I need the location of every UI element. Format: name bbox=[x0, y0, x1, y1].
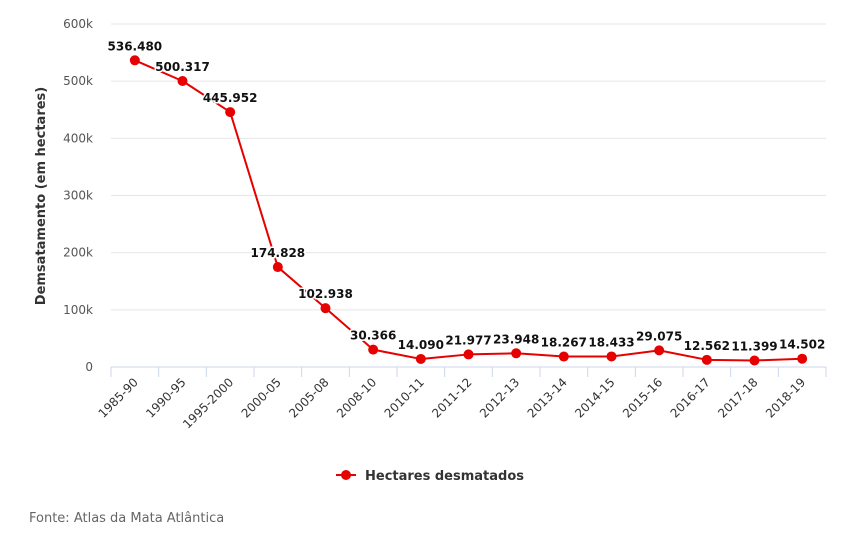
data-point[interactable] bbox=[225, 107, 236, 118]
data-label: 536.480 bbox=[108, 39, 163, 53]
y-tick-label: 400k bbox=[63, 131, 93, 145]
data-label: 102.938 bbox=[298, 287, 353, 301]
source-caption: Fonte: Atlas da Mata Atlântica bbox=[29, 511, 225, 526]
data-label: 445.952 bbox=[203, 91, 258, 105]
x-tick-label: 2005-08 bbox=[286, 375, 331, 420]
data-point[interactable] bbox=[320, 303, 331, 314]
data-label: 30.366 bbox=[350, 329, 396, 343]
data-labels: 536.480 500.317 445.952 174.828 102.938 30.36… bbox=[106, 38, 827, 355]
y-axis-title: Demsatamento (em hectares) bbox=[34, 87, 49, 305]
series-hectares-desmatados[interactable] bbox=[129, 55, 808, 366]
data-point[interactable] bbox=[511, 348, 522, 359]
data-label: 12.562 bbox=[684, 339, 730, 353]
data-label: 14.502 bbox=[779, 338, 825, 352]
legend-dot-marker bbox=[341, 470, 351, 480]
data-label: 174.828 bbox=[251, 246, 306, 260]
data-point[interactable] bbox=[606, 351, 617, 362]
data-label: 18.267 bbox=[541, 336, 587, 350]
x-tick-label: 2008-10 bbox=[334, 375, 379, 420]
data-point[interactable] bbox=[558, 351, 569, 362]
x-tick-label: 2018-19 bbox=[763, 375, 808, 420]
x-tick-label: 2010-11 bbox=[382, 375, 427, 420]
data-point[interactable] bbox=[129, 55, 140, 66]
x-tick-label: 2014-15 bbox=[572, 375, 617, 420]
data-label: 18.433 bbox=[588, 335, 634, 349]
x-tick-label: 1990-95 bbox=[143, 375, 188, 420]
data-label: 29.075 bbox=[636, 329, 682, 343]
y-tick-label: 600k bbox=[63, 17, 93, 31]
series-line[interactable] bbox=[133, 59, 804, 362]
x-tick-label: 2016-17 bbox=[668, 375, 713, 420]
data-label: 11.399 bbox=[731, 339, 777, 353]
legend[interactable]: Hectares desmatados bbox=[336, 469, 524, 484]
x-axis bbox=[110, 366, 827, 377]
data-point[interactable] bbox=[701, 354, 712, 365]
x-tick-label: 1985-90 bbox=[96, 375, 141, 420]
x-tick-label: 2012-13 bbox=[477, 375, 522, 420]
y-tick-label: 200k bbox=[63, 246, 93, 260]
y-tick-label: 100k bbox=[63, 303, 93, 317]
data-point[interactable] bbox=[463, 349, 474, 360]
data-label: 21.977 bbox=[445, 333, 491, 347]
data-point[interactable] bbox=[177, 75, 188, 86]
y-axis-ticks: 0 100k 200k 300k 400k 500k 600k bbox=[63, 17, 93, 374]
data-label: 23.948 bbox=[493, 332, 539, 346]
x-tick-label: 1995-2000 bbox=[180, 375, 236, 431]
y-tick-label: 500k bbox=[63, 74, 93, 88]
x-tick-label: 2011-12 bbox=[429, 375, 474, 420]
data-point[interactable] bbox=[415, 353, 426, 364]
data-point[interactable] bbox=[749, 355, 760, 366]
grid-lines bbox=[111, 23, 826, 311]
x-tick-label: 2013-14 bbox=[525, 375, 570, 420]
data-point[interactable] bbox=[368, 344, 379, 355]
x-tick-label: 2015-16 bbox=[620, 375, 665, 420]
x-tick-label: 2000-05 bbox=[239, 375, 284, 420]
data-point[interactable] bbox=[797, 353, 808, 364]
x-tick-label: 2017-18 bbox=[715, 375, 760, 420]
data-point[interactable] bbox=[272, 262, 283, 273]
y-tick-label: 0 bbox=[85, 360, 93, 374]
legend-item-label: Hectares desmatados bbox=[365, 469, 524, 484]
data-point[interactable] bbox=[654, 345, 665, 356]
data-label: 500.317 bbox=[155, 60, 210, 74]
data-label: 14.090 bbox=[398, 338, 444, 352]
y-tick-label: 300k bbox=[63, 189, 93, 203]
